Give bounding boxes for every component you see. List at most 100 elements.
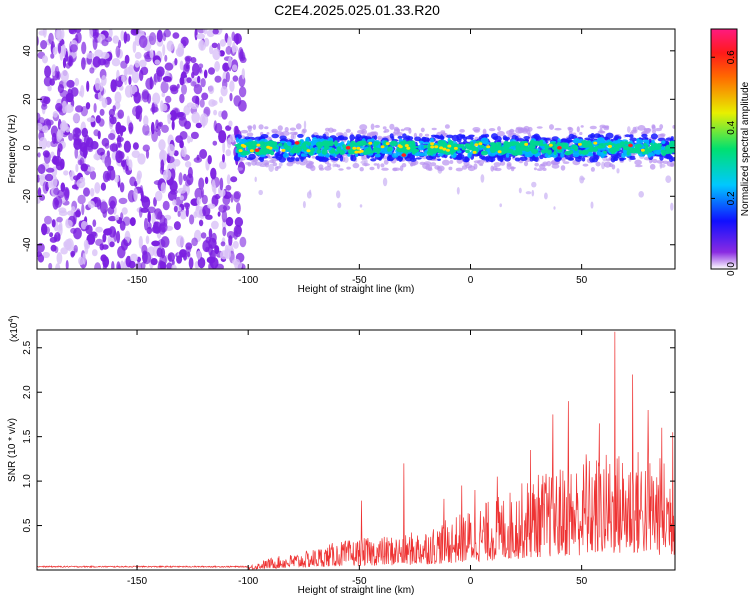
noise-blob: [37, 242, 45, 253]
signal-blob: [382, 126, 387, 130]
noise-blob: [184, 120, 191, 130]
signal-blob: [636, 137, 640, 144]
signal-blob: [372, 131, 379, 137]
faint-blob: [258, 189, 264, 196]
faint-blob: [525, 191, 532, 195]
noise-blob: [191, 237, 198, 247]
noise-blob: [74, 128, 81, 134]
signal-blob: [645, 139, 650, 144]
x-tick-label: 50: [576, 275, 588, 286]
x-tick-label: -100: [238, 576, 258, 587]
signal-blob: [263, 146, 268, 153]
signal-blob: [468, 134, 475, 138]
noise-blob: [45, 167, 55, 173]
noise-blob: [196, 250, 201, 260]
noise-blob: [116, 261, 121, 269]
signal-blob: [672, 125, 675, 129]
noise-blob: [135, 105, 143, 116]
signal-blob: [277, 125, 283, 131]
noise-blob: [100, 182, 106, 191]
signal-blob: [264, 162, 268, 166]
noise-blob: [191, 111, 200, 124]
noise-blob: [37, 164, 46, 175]
noise-blob: [72, 113, 81, 124]
noise-blob: [89, 170, 97, 180]
noise-blob: [180, 209, 187, 220]
noise-blob: [85, 102, 91, 110]
signal-blob: [308, 161, 315, 165]
signal-blob: [437, 158, 441, 161]
signal-blob: [573, 138, 581, 144]
noise-blob: [42, 55, 48, 64]
signal-blob: [536, 168, 543, 172]
signal-blob: [561, 156, 566, 162]
signal-blob: [281, 148, 286, 152]
noise-blob: [101, 75, 107, 86]
signal-blob: [349, 134, 355, 141]
noise-blob: [111, 58, 121, 67]
signal-blob: [248, 153, 256, 160]
signal-blob: [274, 166, 279, 171]
noise-blob: [82, 145, 88, 159]
signal-blob: [455, 167, 463, 172]
noise-blob: [175, 47, 184, 58]
noise-blob: [129, 217, 136, 227]
signal-blob: [589, 144, 594, 150]
signal-band: [233, 123, 675, 172]
signal-blob: [266, 145, 271, 149]
noise-blob: [138, 35, 148, 48]
noise-blob: [57, 143, 63, 153]
noise-blob: [134, 60, 140, 68]
noise-blob: [104, 155, 112, 168]
noise-blob: [179, 131, 188, 140]
signal-blob: [419, 133, 423, 137]
signal-blob: [247, 141, 251, 146]
noise-blob: [106, 227, 113, 234]
signal-blob: [256, 143, 261, 147]
noise-blob: [37, 152, 41, 158]
signal-blob: [251, 160, 257, 166]
signal-blob: [429, 138, 435, 143]
noise-blob: [115, 45, 121, 58]
noise-blob: [94, 77, 101, 91]
signal-blob: [524, 142, 529, 146]
faint-blob: [601, 161, 605, 170]
noise-blob: [192, 62, 200, 76]
noise-blob: [92, 56, 101, 68]
signal-blob: [434, 145, 439, 149]
signal-blob: [542, 161, 548, 165]
signal-blob: [629, 147, 638, 154]
faint-blob: [456, 187, 460, 195]
noise-blob: [206, 256, 216, 264]
signal-blob: [590, 167, 596, 172]
signal-blob: [420, 127, 425, 133]
signal-blob: [436, 165, 445, 172]
snr-multiplier-base: (x10: [9, 322, 20, 342]
noise-blob: [155, 190, 163, 202]
signal-blob: [605, 158, 612, 162]
signal-blob: [250, 140, 258, 146]
signal-blob: [324, 141, 329, 148]
signal-blob: [271, 133, 280, 139]
noise-blob: [92, 32, 99, 39]
noise-blob: [166, 40, 174, 52]
noise-blob: [116, 136, 124, 142]
signal-blob: [660, 133, 666, 137]
noise-blob: [51, 132, 57, 145]
signal-blob: [534, 162, 539, 167]
signal-blob: [258, 141, 266, 146]
signal-blob: [533, 140, 541, 146]
noise-blob: [47, 181, 53, 189]
colorbar: 0.0 0.2 0.4 0.6 Normalized spectral amplitu…: [710, 28, 750, 276]
signal-blob: [380, 145, 385, 149]
signal-blob: [495, 145, 500, 152]
signal-blob: [665, 154, 673, 160]
signal-blob: [297, 133, 304, 138]
noise-blob: [86, 80, 90, 92]
noise-blob: [41, 223, 48, 236]
noise-blob: [147, 222, 152, 230]
noise-blob: [68, 29, 77, 35]
x-tick-label: 0: [468, 576, 474, 587]
noise-blob: [104, 142, 110, 149]
noise-blob: [228, 120, 233, 127]
